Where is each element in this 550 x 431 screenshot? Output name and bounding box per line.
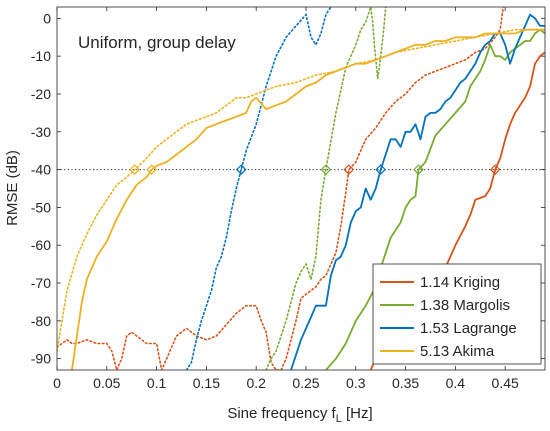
- series-akima-solid-line: [71, 28, 545, 370]
- legend-label: 1.14 Kriging: [420, 274, 500, 291]
- series-margolis-dotted-line: [265, 7, 387, 370]
- legend-box: [372, 263, 542, 365]
- x-tick-label: 0.1: [147, 375, 167, 391]
- y-tick-label: -40: [31, 162, 51, 178]
- legend-label: 1.38 Margolis: [420, 297, 510, 314]
- marker-akima: [146, 164, 157, 175]
- x-tick-label: 0: [53, 375, 61, 391]
- legend: 1.14 Kriging 1.38 Margolis 1.53 Lagrange 5.…: [372, 263, 542, 365]
- marker-kriging: [489, 164, 501, 175]
- y-tick-label: -70: [31, 275, 51, 291]
- y-tick-label: -20: [31, 86, 51, 102]
- x-tick-label: 0.35: [392, 375, 419, 391]
- y-tick-label: -10: [31, 48, 51, 64]
- y-tick-label: 0: [43, 10, 51, 26]
- x-tick-label: 0.3: [346, 375, 366, 391]
- x-axis-label: Sine frequency fL [Hz]: [227, 405, 372, 425]
- x-tick-label: 0.05: [93, 375, 120, 391]
- legend-label: 1.53 Lagrange: [420, 320, 517, 337]
- plot-frame: [56, 6, 546, 371]
- x-axis: 0 0.05 0.1 0.15 0.2 0.25 0.3 0.35 0.4 0.45: [53, 7, 519, 391]
- marker-lagrange-dotted: [235, 164, 247, 175]
- x-tick-label: 0.45: [492, 375, 519, 391]
- marker-margolis-dotted: [320, 164, 332, 175]
- legend-label: 5.13 Akima: [420, 343, 495, 360]
- marker-layer: [129, 164, 501, 175]
- x-tick-label: 0.4: [446, 375, 466, 391]
- x-tick-label: 0.2: [246, 375, 266, 391]
- x-axis-label-subscript: L: [336, 413, 342, 425]
- y-axis: 0 -10 -20 -30 -40 -50 -60 -70 -80 -90: [31, 10, 545, 367]
- y-tick-label: -30: [31, 124, 51, 140]
- y-axis-label: RMSE (dB): [4, 150, 21, 226]
- series-akima-dotted-line: [57, 28, 545, 352]
- series-lagrange-solid-line: [290, 13, 545, 370]
- y-tick-label: -50: [31, 199, 51, 215]
- x-tick-label: 0.25: [292, 375, 319, 391]
- y-tick-label: -60: [31, 237, 51, 253]
- marker-akima-dotted: [129, 164, 141, 175]
- x-axis-label-unit: [Hz]: [342, 405, 373, 422]
- marker-kriging-dotted: [343, 164, 355, 175]
- marker-lagrange: [375, 164, 387, 175]
- series-kriging-dotted-line: [57, 7, 505, 370]
- series-lagrange-dotted-line: [185, 7, 332, 370]
- y-tick-label: -90: [31, 351, 51, 367]
- x-tick-label: 0.15: [193, 375, 220, 391]
- marker-margolis: [413, 164, 424, 175]
- annotation-text: Uniform, group delay: [78, 33, 236, 52]
- y-tick-label: -80: [31, 313, 51, 329]
